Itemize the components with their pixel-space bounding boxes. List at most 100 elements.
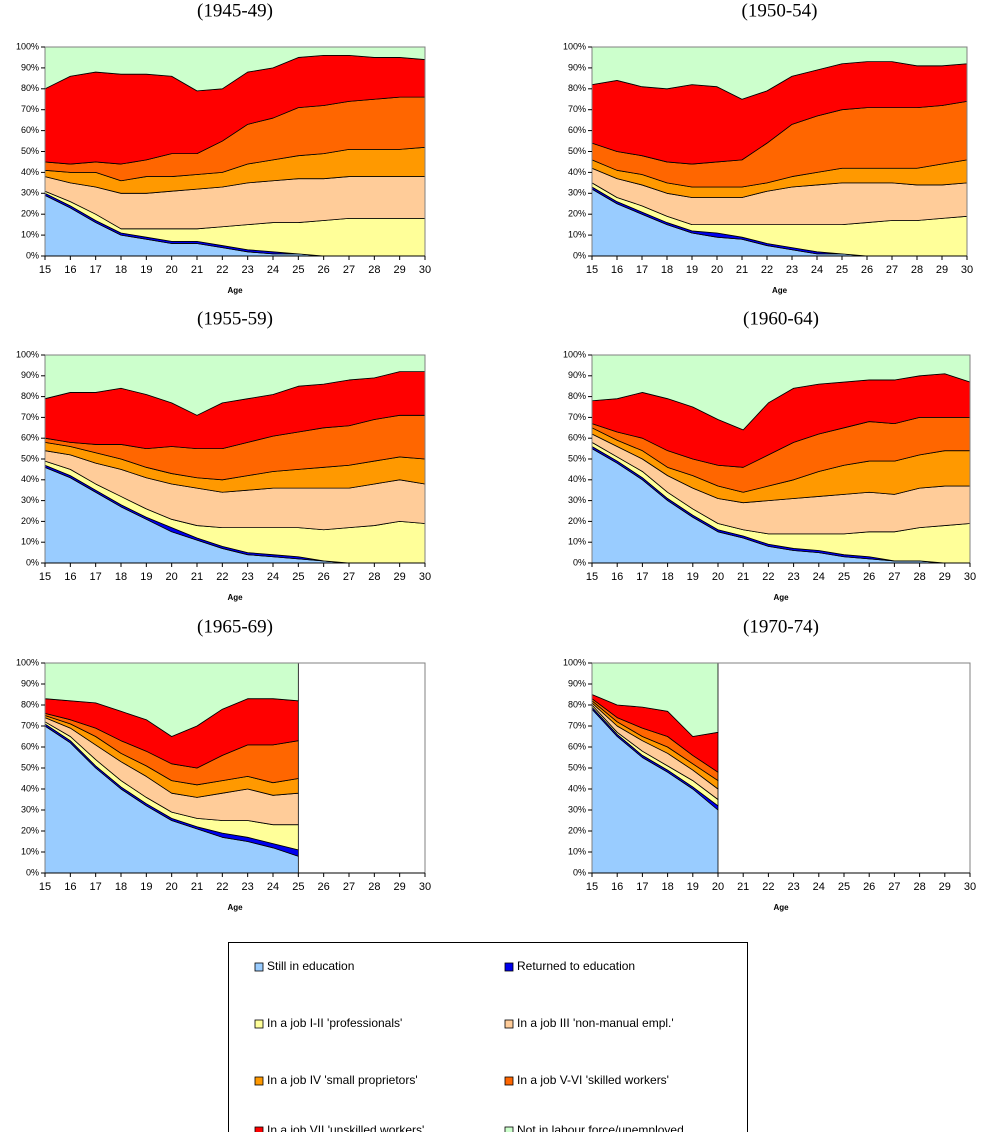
legend-box <box>228 942 748 1132</box>
x-tick-label: 30 <box>419 571 431 583</box>
y-tick-label: 40% <box>21 474 39 484</box>
y-tick-label: 40% <box>568 167 586 177</box>
y-tick-label: 10% <box>568 537 586 547</box>
x-tick-label: 16 <box>611 264 623 276</box>
x-tick-label: 29 <box>394 881 406 893</box>
y-tick-label: 60% <box>21 433 39 443</box>
x-tick-label: 28 <box>913 571 925 583</box>
x-tick-label: 29 <box>394 571 406 583</box>
x-tick-label: 22 <box>762 571 774 583</box>
y-tick-label: 100% <box>16 657 39 667</box>
x-tick-label: 22 <box>762 881 774 893</box>
x-tick-label: 18 <box>115 881 127 893</box>
x-tick-label: 23 <box>242 264 254 276</box>
x-tick-label: 27 <box>886 264 898 276</box>
y-tick-label: 50% <box>21 453 39 463</box>
y-tick-label: 90% <box>21 370 39 380</box>
x-tick-label: 23 <box>786 264 798 276</box>
x-tick-label: 16 <box>64 881 76 893</box>
x-axis-label: Age <box>227 903 243 912</box>
x-tick-label: 29 <box>394 264 406 276</box>
x-tick-label: 20 <box>711 264 723 276</box>
x-tick-label: 25 <box>292 881 304 893</box>
y-tick-label: 50% <box>568 762 586 772</box>
x-tick-label: 15 <box>586 571 598 583</box>
x-tick-label: 19 <box>140 264 152 276</box>
x-tick-label: 26 <box>863 571 875 583</box>
x-tick-label: 24 <box>267 571 279 583</box>
x-tick-label: 28 <box>368 571 380 583</box>
legend-label: In a job VII 'unskilled workers' <box>267 1123 424 1132</box>
y-tick-label: 10% <box>21 537 39 547</box>
y-tick-label: 20% <box>568 825 586 835</box>
x-tick-label: 20 <box>712 881 724 893</box>
x-tick-label: 15 <box>586 881 598 893</box>
y-tick-label: 10% <box>568 229 586 239</box>
y-tick-label: 90% <box>568 62 586 72</box>
x-tick-label: 25 <box>838 571 850 583</box>
x-tick-label: 18 <box>115 571 127 583</box>
x-tick-label: 26 <box>863 881 875 893</box>
legend-label: Not in labour force/unemployed <box>517 1123 684 1132</box>
x-tick-label: 30 <box>961 264 973 276</box>
y-tick-label: 0% <box>573 867 586 877</box>
y-tick-label: 100% <box>563 349 586 359</box>
legend-swatch <box>254 1019 264 1029</box>
y-tick-label: 80% <box>21 391 39 401</box>
y-tick-label: 20% <box>21 516 39 526</box>
y-tick-label: 90% <box>568 678 586 688</box>
legend-swatch <box>504 1076 514 1086</box>
y-tick-label: 10% <box>21 846 39 856</box>
x-tick-label: 23 <box>787 881 799 893</box>
y-tick-label: 80% <box>21 699 39 709</box>
y-tick-label: 30% <box>568 804 586 814</box>
y-tick-label: 30% <box>568 495 586 505</box>
y-tick-label: 70% <box>568 720 586 730</box>
x-tick-label: 20 <box>712 571 724 583</box>
y-tick-label: 0% <box>26 250 39 260</box>
x-tick-label: 24 <box>267 264 279 276</box>
x-tick-label: 25 <box>292 571 304 583</box>
chart-title: (1945-49) <box>197 0 273 21</box>
x-tick-label: 25 <box>836 264 848 276</box>
x-tick-label: 24 <box>813 571 825 583</box>
x-tick-label: 19 <box>687 571 699 583</box>
x-axis-label: Age <box>227 593 243 602</box>
y-tick-label: 80% <box>568 83 586 93</box>
x-tick-label: 18 <box>661 571 673 583</box>
legend-swatch <box>504 1126 514 1132</box>
chart-panel: (1955-59) 0% 10% 20% 30% 40% 50% 60% 70% 80% 90% 10… <box>16 308 431 602</box>
x-tick-label: 20 <box>166 264 178 276</box>
legend: Still in education Returned to education I… <box>228 942 748 1132</box>
legend-label: In a job III 'non-manual empl.' <box>517 1016 674 1030</box>
x-tick-label: 22 <box>761 264 773 276</box>
y-tick-label: 30% <box>21 188 39 198</box>
x-tick-label: 16 <box>64 571 76 583</box>
x-tick-label: 17 <box>636 881 648 893</box>
y-tick-label: 100% <box>563 657 586 667</box>
x-tick-label: 19 <box>140 571 152 583</box>
x-tick-label: 18 <box>661 264 673 276</box>
y-tick-label: 40% <box>21 783 39 793</box>
y-tick-label: 30% <box>21 495 39 505</box>
x-tick-label: 24 <box>267 881 279 893</box>
x-tick-label: 30 <box>964 571 976 583</box>
legend-swatch <box>504 1019 514 1029</box>
legend-label: In a job V-VI 'skilled workers' <box>517 1073 669 1087</box>
x-tick-label: 24 <box>811 264 823 276</box>
y-tick-label: 0% <box>26 557 39 567</box>
x-tick-label: 29 <box>939 881 951 893</box>
chart-panel: (1960-64) 0% 10% 20% 30% 40% 50% 60% 70% 80% 90% 10… <box>563 308 976 602</box>
y-tick-label: 50% <box>21 146 39 156</box>
x-tick-label: 16 <box>64 264 76 276</box>
x-tick-label: 27 <box>343 881 355 893</box>
x-axis-label: Age <box>772 286 788 295</box>
y-tick-label: 50% <box>568 453 586 463</box>
y-tick-label: 20% <box>21 209 39 219</box>
y-tick-label: 30% <box>568 188 586 198</box>
chart-title: (1955-59) <box>197 308 273 329</box>
x-tick-label: 21 <box>191 571 203 583</box>
x-tick-label: 27 <box>888 571 900 583</box>
y-tick-label: 40% <box>21 167 39 177</box>
